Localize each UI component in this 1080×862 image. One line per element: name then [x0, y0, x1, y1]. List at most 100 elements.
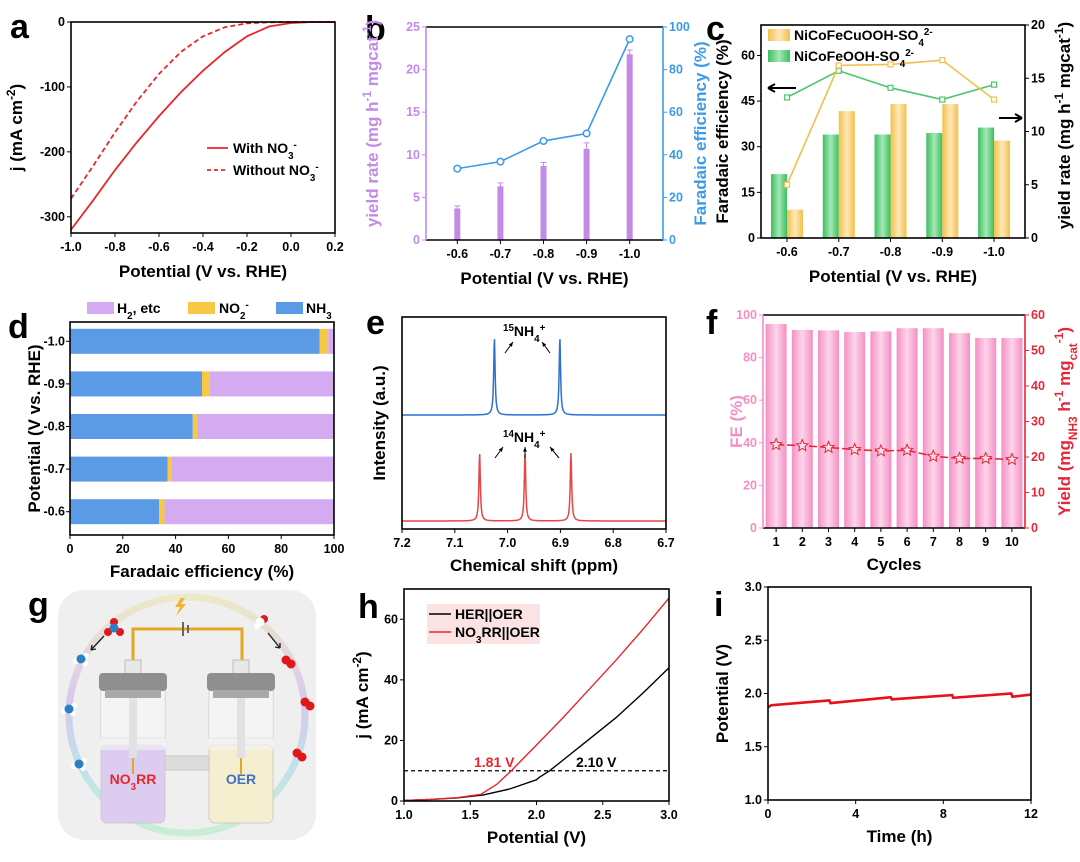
y-tick-label: -0.7 [43, 462, 65, 476]
atom-center [74, 759, 84, 769]
water-molecule-icon [254, 615, 268, 629]
legend-label-nh3: NH3 [306, 300, 332, 322]
y2-tick-label: 100 [669, 20, 690, 34]
y2-tick-label: 80 [669, 63, 683, 77]
panel-label-d: d [8, 308, 29, 346]
y-tick-label: -1.0 [43, 334, 65, 348]
y-axis-title: j (mA cm-2) [4, 84, 26, 172]
y-tick-label: -200 [40, 145, 65, 159]
point-fe [625, 35, 634, 44]
legend-label-nicofecuooh: NiCoFeCuOOH-SO42- [794, 27, 933, 49]
x-tick-label: 6 [904, 535, 911, 549]
cycle-ring [65, 593, 309, 837]
arrowhead-icon [550, 447, 555, 452]
bar-segment-h2etc [197, 414, 334, 439]
y-tick-label: 60 [741, 48, 755, 62]
chart-panel-a: -1.0 -0.8 -0.6 -0.4 -0.2 0.0 0.2 0 -100 -200 -300 P… [4, 15, 344, 281]
x-tick-label: -0.8 [533, 247, 555, 261]
y-tick-label: 0 [391, 794, 398, 808]
salt-bridge [164, 755, 210, 771]
star-marker-icon [873, 443, 888, 457]
x-tick-label: -1.0 [983, 245, 1005, 259]
x-tick-label: 7.2 [393, 536, 410, 550]
plot-frame [401, 316, 667, 530]
chart-panel-b: -0.6 -0.7 -0.8 -0.9 -1.0 0 5 10 15 20 25 0 20 40 60 80 1… [360, 20, 710, 288]
x-tick-label: 1.0 [395, 808, 412, 822]
y2-tick-label: 40 [1031, 379, 1045, 393]
panel-label-c: c [706, 10, 725, 48]
bar-fe [922, 328, 944, 528]
bar-nicofecuooh [787, 209, 803, 238]
x-tick-label: 3 [825, 535, 832, 549]
legend-label-nicofeooh: NiCoFeOOH-SO42- [794, 48, 914, 70]
y-tick-label: 40 [743, 436, 757, 450]
arrowhead-icon [508, 342, 513, 347]
cell-cap-ring [213, 690, 269, 698]
y-tick-label: -0.9 [43, 377, 65, 391]
lightning-icon [175, 598, 186, 616]
y-tick-label: 0 [58, 15, 65, 29]
chart-panel-h: 1.0 1.5 2.0 2.5 3.0 0 20 40 60 Potential (V) j (mA… [350, 588, 678, 847]
bar-segment-no2 [159, 499, 165, 525]
x-tick-label: -0.7 [490, 247, 512, 261]
legend-swatch-no2 [188, 302, 215, 314]
x-tick-label: 8 [940, 807, 947, 821]
y-tick-label: 2.0 [745, 687, 762, 701]
star-marker-icon [769, 437, 784, 451]
cell-label: NO3RR [110, 771, 157, 793]
y-tick-label: 15 [741, 185, 755, 199]
bar-fe [949, 333, 970, 528]
x-tick-label: 2 [799, 535, 806, 549]
y2-tick-label: 50 [1031, 344, 1045, 358]
bar-nicofeooh [771, 174, 787, 238]
bar-segment-nh3 [70, 499, 160, 525]
schematic-panel-g: NO3RR OER [58, 590, 316, 840]
legend-swatch-nicofecuooh [768, 29, 790, 41]
y2-axis-title: Faradaic efficiency (%) [691, 41, 710, 225]
series-line-0 [403, 667, 670, 802]
x-tick-label: 0 [67, 542, 74, 556]
x-axis-title: Time (h) [867, 827, 933, 846]
x-tick-label: 0.2 [326, 240, 343, 254]
oxygen-molecule-icon [300, 697, 315, 711]
arrowhead-icon [542, 342, 547, 347]
y2-tick-label: 15 [1031, 71, 1045, 85]
bar-nicofeooh [822, 134, 839, 238]
y-tick-label: 15 [406, 105, 420, 119]
bar-yield [583, 148, 590, 240]
bar-nicofeooh [978, 127, 995, 238]
point-marker [990, 81, 998, 88]
anode-cell: OER [207, 659, 275, 824]
y-tick-label: -0.6 [43, 505, 65, 519]
y2-tick-label: 60 [669, 105, 683, 119]
annotation-1-81v: 1.81 V [474, 754, 515, 770]
star-marker-icon [821, 440, 836, 454]
series-line-1 [403, 597, 670, 802]
atom-center [281, 655, 291, 665]
bar-segment-nh3 [70, 414, 193, 439]
y-tick-label: 25 [406, 20, 420, 34]
star-marker-icon [952, 451, 967, 465]
y2-tick-label: 10 [1031, 125, 1045, 139]
y-tick-label: -300 [40, 210, 65, 224]
x-tick-label: 0 [765, 807, 772, 821]
y-tick-label: 45 [741, 94, 755, 108]
y2-tick-label: 0 [1031, 521, 1038, 535]
atom-center [76, 654, 86, 664]
y-tick-label: 1.5 [745, 740, 762, 754]
arrow-icon [90, 635, 105, 651]
x-tick-label: 4 [851, 535, 858, 549]
nitrate-molecule-icon [104, 618, 124, 636]
point-marker [939, 57, 946, 64]
x-tick-label: -0.8 [880, 245, 902, 259]
panel-label-e: e [366, 304, 385, 342]
bar-fe [896, 328, 918, 528]
x-tick-label: 6.9 [552, 536, 569, 550]
y-tick-label: 60 [743, 393, 757, 407]
x-tick-label: 7.1 [446, 536, 463, 550]
electrode-rod [237, 698, 245, 758]
x-tick-label: 60 [221, 542, 235, 556]
x-tick-label: 5 [877, 535, 884, 549]
y2-tick-label: 20 [1031, 18, 1045, 32]
